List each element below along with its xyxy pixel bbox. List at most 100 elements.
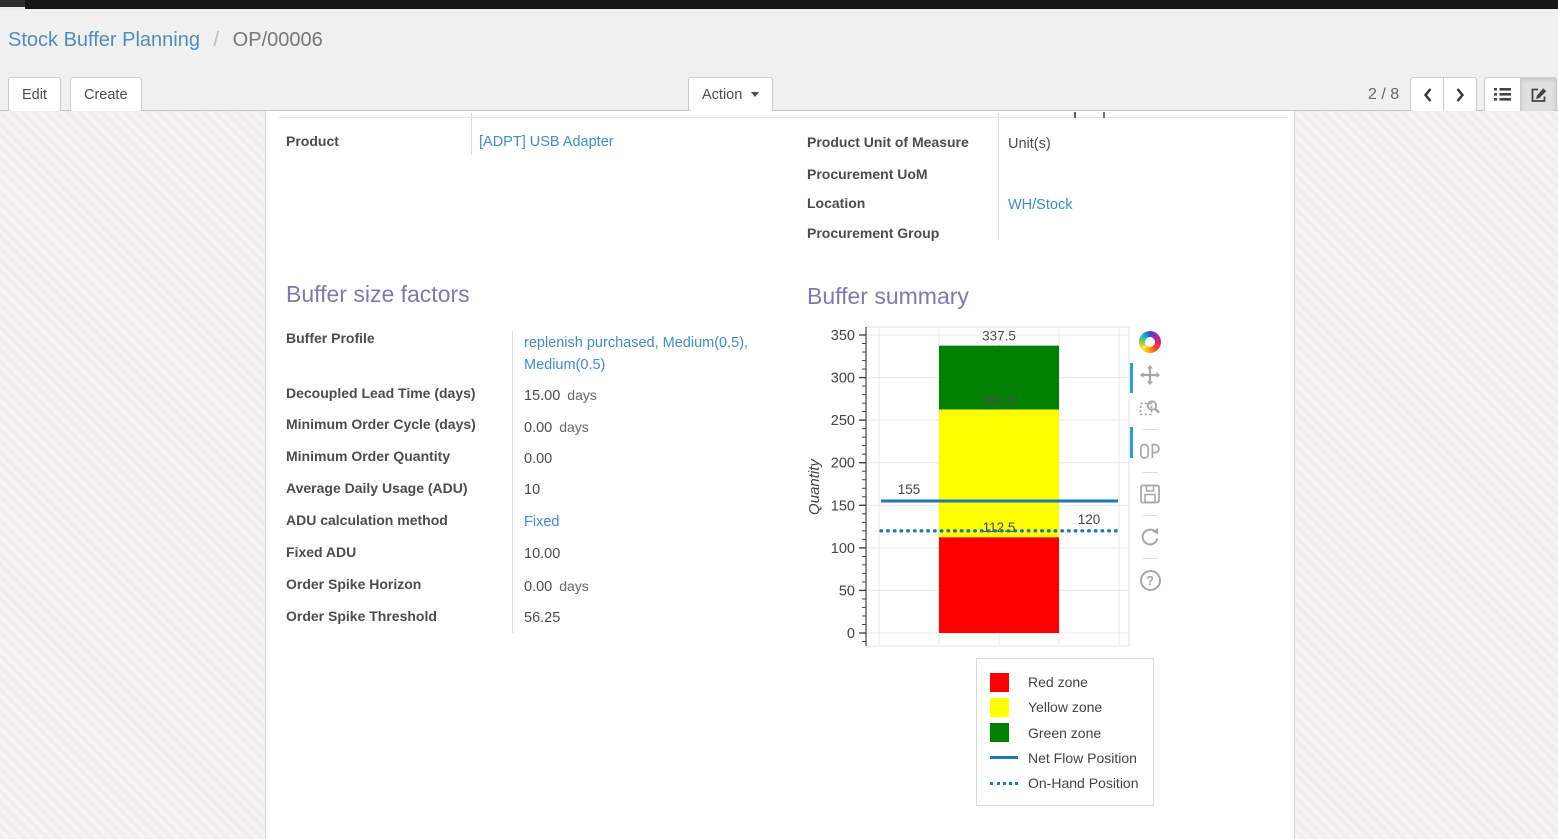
svg-text:200: 200 [831,456,855,472]
value: 15.00 [524,388,561,404]
record-buttons: Edit Create [8,77,142,112]
svg-text:100: 100 [831,541,855,557]
modebar-accent-bar [1130,427,1133,458]
pager-value: 2 / 8 [1368,86,1400,103]
svg-text:112.5: 112.5 [983,520,1016,535]
buffer-summary-title: Buffer summary [807,283,969,309]
field-value-spike-threshold: 56.25 [524,610,561,626]
clipped-text-remnant [1074,112,1076,118]
svg-text:50: 50 [839,583,855,599]
field-label-spike-threshold: Order Spike Threshold [286,608,437,624]
field-value-location-link[interactable]: WH/Stock [1008,197,1073,213]
legend-label: Green zone [1028,724,1102,741]
zoom-box-icon[interactable] [1138,396,1162,420]
help-glyph: ? [1146,572,1154,588]
top-navbar [0,0,1558,9]
list-view-button[interactable] [1484,77,1521,112]
pager-previous-button[interactable] [1410,77,1444,112]
svg-text:350: 350 [831,328,855,344]
pan-icon[interactable] [1138,363,1162,387]
green-zone-swatch-icon [990,723,1020,742]
field-value-product-link[interactable]: [ADPT] USB Adapter [479,134,614,150]
field-value-product-uom: Unit(s) [1008,136,1051,152]
yellow-zone-swatch-icon [990,697,1020,717]
value: 0.00 [524,579,553,595]
value-suffix: days [567,387,597,403]
value: 0.00 [524,420,553,436]
pager [1410,77,1477,112]
content-area: Product [ADPT] USB Adapter Product Unit … [0,111,1558,839]
group-separator [998,113,999,240]
field-label-location: Location [807,195,866,211]
breadcrumb-separator: / [213,29,220,51]
value-suffix: days [559,419,589,435]
buffer-summary-chart[interactable]: 112.5 262.5 337.5 155 120 0 50 100 150 200 250 300 3… [801,320,1181,670]
field-value-adu-method-link[interactable]: Fixed [524,514,560,530]
help-icon[interactable]: ? [1138,568,1162,592]
chevron-left-icon [1423,87,1431,102]
svg-text:150: 150 [831,498,855,514]
active-menu-tab-remnant[interactable] [0,0,25,9]
pager-next-button[interactable] [1443,77,1477,112]
action-label: Action [702,86,743,103]
create-button[interactable]: Create [70,77,142,112]
field-value-min-order-qty: 0.00 [524,451,553,467]
solid-line-swatch-icon [990,756,1020,760]
field-label-buffer-profile: Buffer Profile [286,330,375,346]
svg-text:120: 120 [1078,512,1101,527]
edit-button[interactable]: Edit [8,77,61,112]
field-label-dlt: Decoupled Lead Time (days) [286,385,476,401]
row-divider [278,117,1288,118]
reset-axes-icon[interactable] [1138,525,1162,549]
field-label-procurement-uom: Procurement UoM [807,166,928,182]
modebar-separator [1142,515,1158,516]
legend-label: Yellow zone [1028,699,1103,716]
save-image-icon[interactable] [1138,482,1162,506]
field-value-dlt: 15.00 days [524,387,597,404]
legend-item-on-hand-position[interactable]: On-Hand Position [990,771,1147,795]
form-sheet: Product [ADPT] USB Adapter Product Unit … [265,111,1295,839]
red-zone-swatch-icon [990,672,1020,692]
form-view-button[interactable] [1520,77,1557,112]
svg-text:Quantity: Quantity [806,458,823,515]
breadcrumb: Stock Buffer Planning / OP/00006 [8,29,323,52]
field-value-spike-horizon: 0.00 days [524,578,589,595]
legend-label: Net Flow Position [1028,749,1137,766]
form-view-icon [1531,87,1546,102]
field-label-min-order-qty: Minimum Order Quantity [286,448,451,464]
field-label-procurement-group: Procurement Group [807,225,940,241]
field-label-adu-method: ADU calculation method [286,512,448,528]
legend-label: On-Hand Position [1028,775,1139,791]
modebar-separator [1142,558,1158,559]
legend-item-red-zone[interactable]: Red zone [990,670,1147,694]
field-value-fixed-adu: 10.00 [524,546,561,562]
modebar-accent-bar [1130,363,1133,393]
legend-label: Red zone [1028,674,1088,690]
field-value-adu: 10 [524,482,541,498]
legend-item-yellow-zone[interactable]: Yellow zone [990,695,1147,719]
clipped-text-remnant [1103,112,1105,118]
action-dropdown-button[interactable]: Action [688,77,774,112]
legend-item-net-flow-position[interactable]: Net Flow Position [990,746,1147,770]
caret-down-icon [751,92,760,97]
breadcrumb-parent-link[interactable]: Stock Buffer Planning [8,29,200,51]
chart-modebar: ? [1135,330,1165,592]
compare-hover-icon[interactable] [1138,439,1162,463]
field-value-buffer-profile-link[interactable]: replenish purchased, Medium(0.5), Medium… [524,335,749,374]
field-label-adu: Average Daily Usage (ADU) [286,480,468,496]
value-suffix: days [559,578,589,594]
buffer-size-factors-title: Buffer size factors [286,281,470,307]
field-label-min-order-cycle: Minimum Order Cycle (days) [286,416,476,432]
svg-text:155: 155 [898,482,921,497]
chart-legend: Red zone Yellow zone Green zone Net Flow… [976,658,1154,806]
field-label-spike-horizon: Order Spike Horizon [286,576,422,592]
field-label-fixed-adu: Fixed ADU [286,544,357,560]
svg-text:337.5: 337.5 [982,329,1016,344]
field-value-min-order-cycle: 0.00 days [524,419,589,436]
svg-text:250: 250 [831,413,855,429]
plotly-logo-icon[interactable] [1138,330,1162,354]
dotted-line-swatch-icon [990,781,1020,785]
control-panel: Stock Buffer Planning / OP/00006 Edit Cr… [0,9,1558,112]
legend-item-green-zone[interactable]: Green zone [990,721,1147,745]
